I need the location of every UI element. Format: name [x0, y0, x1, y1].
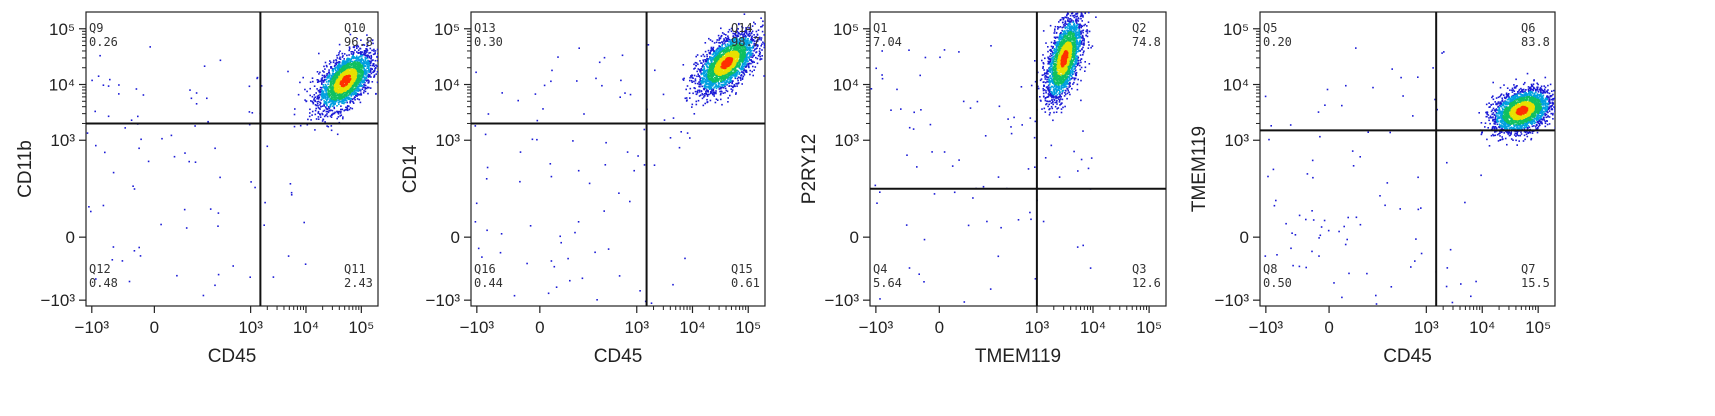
quadrant-name-q7: Q7	[1521, 262, 1535, 276]
quadrant-value-q7: 15.5	[1521, 276, 1550, 290]
x-tick-label: −10³	[75, 318, 110, 337]
quadrant-value-q4: 5.64	[873, 276, 902, 290]
x-tick-label: 10⁵	[735, 318, 761, 337]
y-tick-label: 10⁵	[1223, 20, 1249, 39]
quadrant-value-q6: 83.8	[1521, 35, 1550, 49]
x-tick-label: 10⁴	[1469, 318, 1495, 337]
x-tick-label: 10⁵	[1136, 318, 1162, 337]
y-tick-label: 10³	[834, 131, 859, 150]
quadrant-value-q8: 0.50	[1263, 276, 1292, 290]
y-tick-label: 10⁵	[434, 20, 460, 39]
x-axis-label: CD45	[594, 346, 643, 367]
x-tick-label: 10⁵	[348, 318, 374, 337]
x-tick-label: 0	[935, 318, 944, 337]
quadrant-name-q10: Q10	[344, 21, 366, 35]
quadrant-name-q1: Q1	[873, 21, 887, 35]
x-axis-label: CD45	[1383, 346, 1432, 367]
quadrant-value-q16: 0.44	[474, 276, 503, 290]
y-tick-label: 10⁴	[833, 76, 859, 95]
y-tick-label: 10⁴	[1223, 76, 1249, 95]
x-tick-label: 10⁵	[1525, 318, 1551, 337]
quadrant-name-q15: Q15	[731, 262, 753, 276]
x-tick-label: 0	[535, 318, 544, 337]
quadrant-value-q5: 0.20	[1263, 35, 1292, 49]
x-tick-label: 10⁴	[679, 318, 705, 337]
y-tick-label: 0	[451, 228, 460, 247]
y-tick-label: 0	[1240, 228, 1249, 247]
quadrant-value-q14: 98.7	[731, 35, 760, 49]
event-dots	[1264, 47, 1555, 305]
plot-frame	[1259, 11, 1556, 307]
quadrant-name-q8: Q8	[1263, 262, 1277, 276]
quadrant-name-q11: Q11	[344, 262, 366, 276]
x-tick-label: 0	[150, 318, 159, 337]
quadrant-name-q6: Q6	[1521, 21, 1535, 35]
x-axis-label: TMEM119	[975, 346, 1061, 367]
y-tick-label: −10³	[825, 291, 860, 310]
quadrant-name-q16: Q16	[474, 262, 496, 276]
quadrant-value-q2: 74.8	[1132, 35, 1161, 49]
quadrant-name-q4: Q4	[873, 262, 887, 276]
y-tick-label: −10³	[41, 291, 76, 310]
quadrant-value-q1: 7.04	[873, 35, 902, 49]
x-tick-label: 10³	[1414, 318, 1439, 337]
quadrant-value-q15: 0.61	[731, 276, 760, 290]
quadrant-name-q2: Q2	[1132, 21, 1146, 35]
x-tick-label: −10³	[859, 318, 894, 337]
event-dots	[86, 33, 378, 297]
y-tick-label: 10³	[1224, 131, 1249, 150]
y-tick-label: 10³	[50, 131, 75, 150]
plot-frame	[869, 11, 1167, 307]
x-tick-label: 0	[1324, 318, 1333, 337]
quadrant-name-q13: Q13	[474, 21, 496, 35]
y-tick-label: 10⁴	[49, 76, 75, 95]
y-tick-label: 10⁵	[833, 20, 859, 39]
y-tick-label: 10⁴	[434, 76, 460, 95]
y-tick-label: 10⁵	[49, 20, 75, 39]
quadrant-name-q14: Q14	[731, 21, 753, 35]
quadrant-name-q12: Q12	[89, 262, 111, 276]
x-tick-label: 10³	[1025, 318, 1050, 337]
plot-frame	[85, 11, 379, 307]
quadrant-value-q12: 0.48	[89, 276, 118, 290]
x-tick-label: 10⁴	[1080, 318, 1106, 337]
quadrant-value-q10: 96.8	[344, 35, 373, 49]
quadrant-value-q13: 0.30	[474, 35, 503, 49]
event-dots	[474, 13, 765, 304]
y-tick-label: −10³	[426, 291, 461, 310]
y-axis-label: P2RY12	[799, 134, 820, 204]
quadrant-value-q3: 12.6	[1132, 276, 1161, 290]
x-tick-label: 10³	[238, 318, 263, 337]
x-tick-label: 10³	[624, 318, 649, 337]
x-tick-label: 10⁴	[293, 318, 319, 337]
quadrant-value-q9: 0.26	[89, 35, 118, 49]
quadrant-name-q5: Q5	[1263, 21, 1277, 35]
x-axis-label: CD45	[208, 346, 257, 367]
y-axis-label: TMEM119	[1189, 126, 1210, 212]
y-tick-label: 0	[850, 228, 859, 247]
y-tick-label: 10³	[435, 131, 460, 150]
event-dots	[870, 12, 1097, 303]
y-tick-label: −10³	[1215, 291, 1250, 310]
quadrant-value-q11: 2.43	[344, 276, 373, 290]
quadrant-name-q3: Q3	[1132, 262, 1146, 276]
y-tick-label: 0	[66, 228, 75, 247]
y-axis-label: CD14	[400, 144, 421, 193]
x-tick-label: −10³	[460, 318, 495, 337]
x-tick-label: −10³	[1249, 318, 1284, 337]
y-axis-label: CD11b	[15, 140, 36, 198]
quadrant-name-q9: Q9	[89, 21, 103, 35]
